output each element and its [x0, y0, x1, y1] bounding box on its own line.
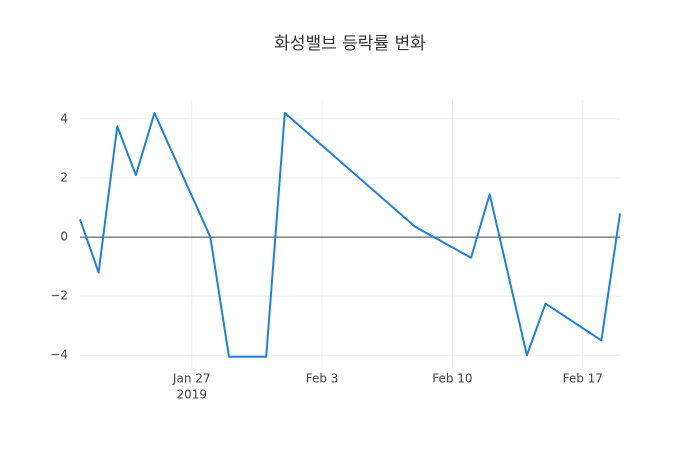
y-tick-label: −4: [50, 348, 68, 362]
y-tick-label: 4: [60, 111, 68, 125]
data-line: [79, 111, 621, 358]
x-tick-label: Feb 17: [563, 372, 603, 386]
chart-title: 화성밸브 등락률 변화: [274, 34, 426, 54]
y-tick-label: 0: [60, 230, 68, 244]
y-tick-label: −2: [50, 289, 68, 303]
x-tick-label: Feb 10: [432, 372, 472, 386]
x-tick-label: Jan 27: [172, 372, 211, 386]
x-year-label: 2019: [176, 388, 207, 402]
x-tick-label: Feb 3: [306, 372, 339, 386]
y-tick-label: 2: [60, 170, 68, 184]
